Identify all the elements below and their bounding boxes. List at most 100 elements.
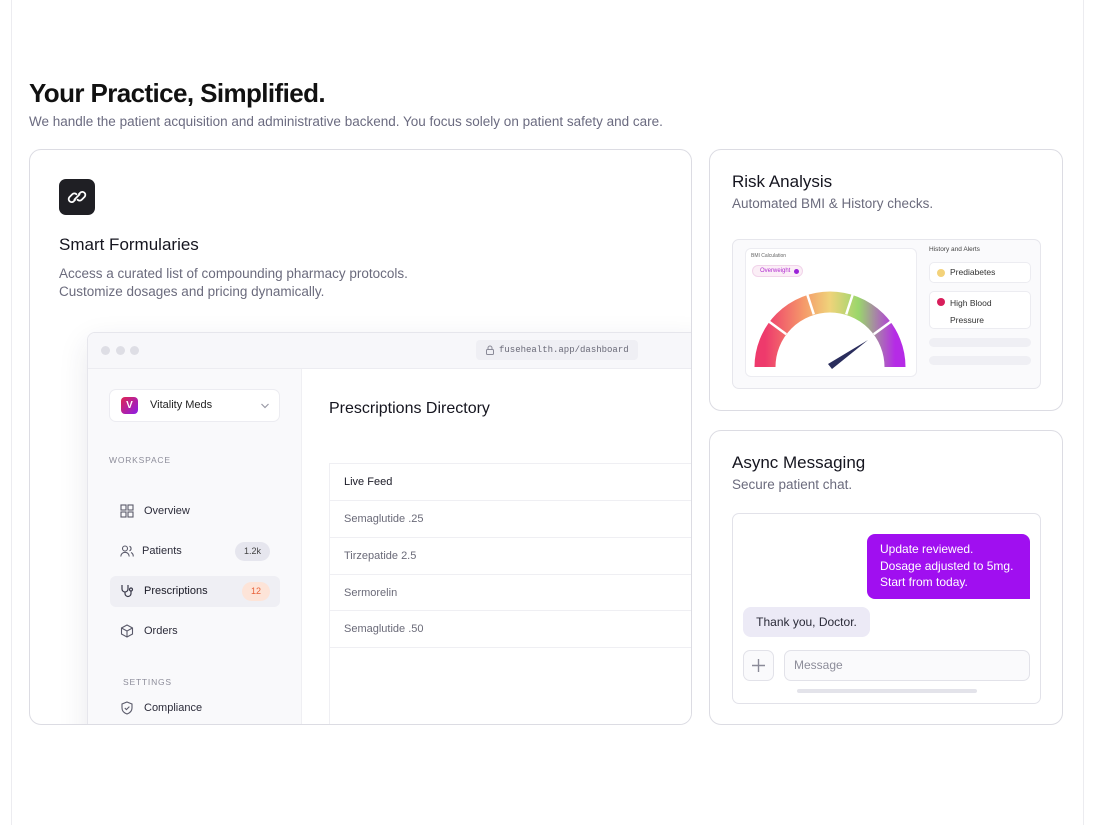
decoration [121, 585, 129, 593]
nav-label: Orders [144, 625, 178, 637]
decoration [845, 288, 856, 315]
decoration [764, 317, 788, 336]
alert-icon [937, 298, 945, 306]
nav-icon [121, 701, 133, 715]
nav-label: Overview [144, 505, 190, 517]
decoration [120, 504, 134, 518]
lock-icon [486, 345, 494, 355]
formularies-card: Smart Formularies Access a curated list … [29, 149, 692, 725]
decoration [128, 587, 134, 592]
nav-item-active[interactable]: Prescriptions 12 [110, 576, 280, 607]
decoration [486, 349, 494, 355]
risk-card: Risk Analysis Automated BMI & History ch… [709, 149, 1063, 411]
gauge-label: BMI Calculation [751, 253, 787, 259]
placeholder-bar [929, 356, 1031, 365]
nav-item[interactable]: Overview [110, 496, 280, 527]
decoration [76, 191, 87, 202]
card-title: Async Messaging [732, 453, 866, 472]
decoration [73, 193, 81, 201]
card-title: Smart Formularies [59, 235, 199, 254]
card-subtitle: Automated BMI & History checks. [732, 196, 934, 211]
decoration [120, 545, 134, 557]
history-title: History and Alerts [929, 246, 980, 253]
incoming-bubble: Thank you, Doctor. [743, 607, 870, 637]
home-indicator [797, 689, 977, 693]
nav-item[interactable]: Compliance [110, 693, 280, 724]
decoration [67, 191, 87, 203]
message-line: Dosage adjusted to 5mg. [880, 558, 1014, 573]
nav-icon [120, 624, 134, 638]
nav-badge: 1.2k [234, 542, 270, 561]
url-bar: fusehealth.app/dashboard [476, 340, 638, 360]
nav-label: Prescriptions [144, 585, 208, 597]
risk-panel: BMI Calculation Overweight History and A… [732, 239, 1041, 389]
decoration [121, 627, 133, 637]
window-dot [130, 346, 139, 355]
nav-label: Compliance [144, 702, 203, 714]
alert-text: High Blood Pressure [950, 298, 992, 325]
status-pill: Overweight [752, 265, 803, 277]
section-subtitle: We handle the patient acquisition and ad… [29, 114, 663, 129]
frame-left-line [11, 0, 12, 825]
decoration [120, 551, 130, 557]
gauge-arc [754, 291, 906, 368]
window-dot [101, 346, 110, 355]
gauge-panel: BMI Calculation Overweight [745, 248, 917, 377]
decoration [804, 288, 815, 315]
section-title: Your Practice, Simplified. [29, 78, 326, 108]
feed-table: Live Feed Semaglutide .25 Tirzepatide 2.… [329, 463, 691, 724]
brand-logo: V [121, 397, 138, 414]
frame-right-line [1083, 0, 1084, 825]
messaging-card: Async Messaging Secure patient chat. Upd… [709, 430, 1063, 725]
alert-pill: Prediabetes [929, 262, 1031, 283]
table-row: Semaglutide .50 [330, 610, 691, 647]
card-subtitle: Secure patient chat. [732, 477, 853, 492]
window-dot [116, 346, 125, 355]
alert-text: Prediabetes [950, 267, 996, 277]
url-text: fusehealth.app/dashboard [499, 345, 629, 355]
workspace-switcher[interactable]: V Vitality Meds [109, 389, 280, 422]
decoration [127, 511, 134, 518]
gauge [754, 288, 906, 369]
nav-badge: 12 [241, 582, 270, 601]
decoration [121, 701, 133, 715]
section-label: WORKSPACE [109, 455, 171, 465]
window-bar: fusehealth.app/dashboard [88, 333, 691, 369]
status-text: Overweight [760, 268, 791, 274]
nav-icon [121, 585, 134, 598]
decoration [261, 403, 269, 409]
message-line: Update reviewed. [880, 542, 974, 556]
table-row: Semaglutide .25 [330, 500, 691, 537]
card-title: Risk Analysis [732, 172, 833, 191]
nav-icon [120, 545, 134, 557]
attach-button[interactable] [743, 650, 774, 681]
placeholder-bar [929, 338, 1031, 347]
table-header: Live Feed [344, 476, 393, 488]
dashboard-window: fusehealth.app/dashboard V Vitality Meds… [87, 332, 691, 724]
nav-item[interactable]: Orders [110, 616, 280, 647]
nav-item[interactable]: Patients 1.2k [110, 536, 280, 567]
decoration [129, 545, 134, 557]
directory-title: Prescriptions Directory [329, 400, 490, 417]
brand-name: Vitality Meds [150, 399, 213, 411]
decoration [127, 504, 134, 511]
decoration [872, 317, 896, 336]
chat-panel: Update reviewed. Dosage adjusted to 5mg.… [732, 513, 1041, 704]
status-dot [794, 269, 799, 274]
decoration [67, 192, 78, 203]
table-row: Tirzepatide 2.5 [330, 537, 691, 574]
plus-icon [752, 659, 765, 672]
message-input[interactable]: Message [784, 650, 1030, 681]
gauge-needle [828, 340, 868, 369]
decoration [124, 706, 130, 711]
message-line: Start from today. [880, 575, 968, 589]
table-row-divider [330, 647, 691, 684]
decoration [120, 504, 127, 511]
link-icon [59, 179, 95, 215]
decoration [121, 701, 133, 715]
decoration [752, 659, 765, 672]
alert-pill: High Blood Pressure [929, 291, 1031, 329]
decoration [121, 545, 129, 552]
decoration [120, 624, 134, 638]
